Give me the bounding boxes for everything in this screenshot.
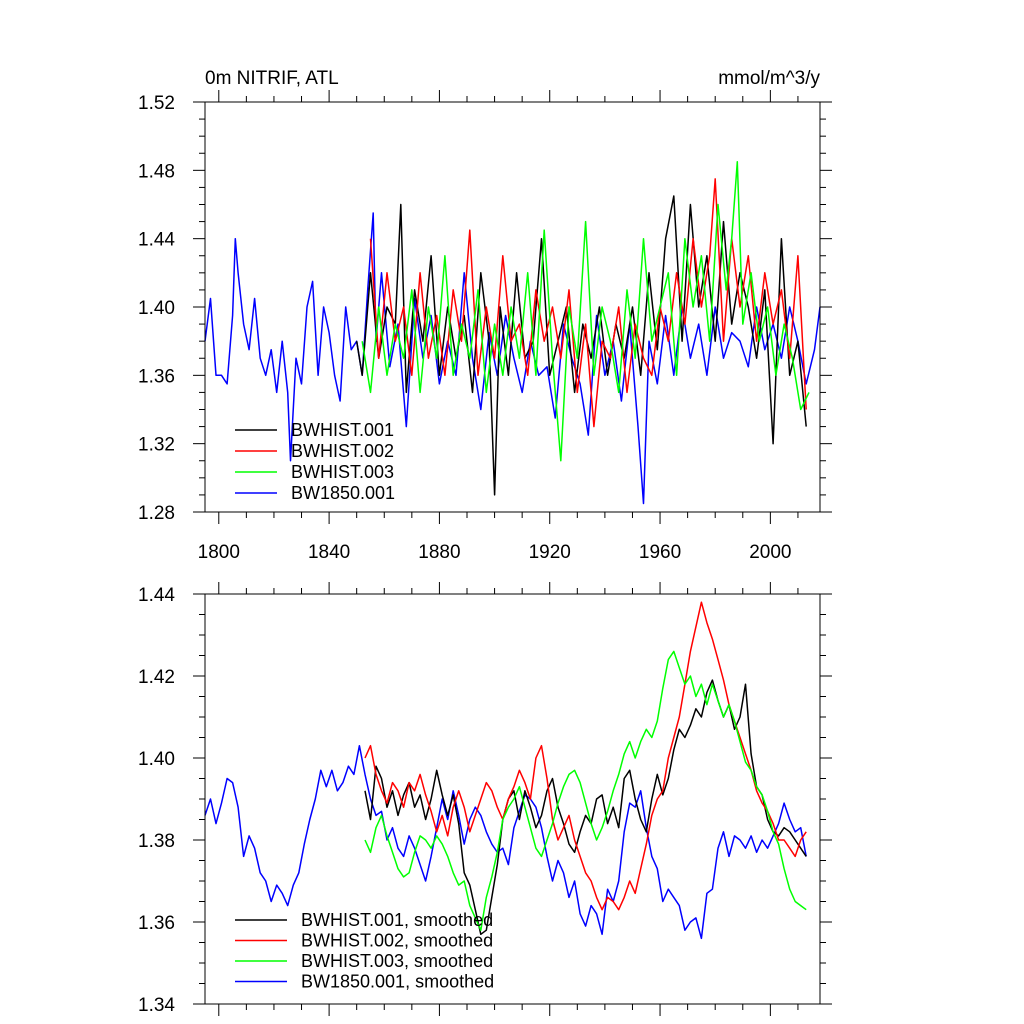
series-line-bw1850-001 <box>204 212 821 505</box>
top-panel-units: mmol/m^3/y <box>718 68 820 89</box>
bottom-panel: 1.34 1.36 1.38 1.40 1.42 1.44 BWHIST.001, smo… <box>138 582 832 1016</box>
legend-label-bw1850-001: BW1850.001 <box>291 483 395 503</box>
series-line-bw1850-001-smoothed <box>204 744 807 940</box>
top-ytick-label: 1.40 <box>138 298 175 319</box>
top-xtick-label: 1920 <box>529 542 571 563</box>
bottom-ytick-label: 1.34 <box>138 995 175 1016</box>
series-line-bwhist-002 <box>369 178 807 428</box>
top-panel: 0m NITRIF, ATL mmol/m^3/y 1.281.321.361.… <box>138 68 832 563</box>
bottom-ytick-label: 1.44 <box>138 585 175 606</box>
top-panel-frame <box>204 101 821 513</box>
legend-label-bwhist-003: BWHIST.003 <box>291 462 394 482</box>
bottom-ytick-label: 1.40 <box>138 749 175 770</box>
top-xtick-label: 1960 <box>639 542 681 563</box>
bottom-ytick-label: 1.36 <box>138 913 175 934</box>
bottom-ytick-label: 1.38 <box>138 831 175 852</box>
top-panel-series <box>204 161 821 505</box>
bottom-panel-ticks: 1.34 1.36 1.38 1.40 1.42 1.44 <box>138 582 832 1016</box>
series-line-bwhist-001-smoothed <box>364 679 807 936</box>
top-panel-ticks: 1.28 1.32 1.36 1.40 1.44 1.48 1.52 1800 1840 1880… <box>138 90 832 563</box>
top-ytick-label: 1.32 <box>138 435 175 456</box>
top-ytick-label: 1.28 <box>138 503 175 524</box>
bottom-ytick-label: 1.42 <box>138 667 175 688</box>
legend-label-bw1850-001-smoothed: BW1850.001, smoothed <box>301 972 494 992</box>
top-xtick-label: 1880 <box>418 542 460 563</box>
series-line-bwhist-003 <box>361 161 810 462</box>
legend-label-bwhist-002: BWHIST.002 <box>291 441 394 461</box>
top-panel-title: 0m NITRIF, ATL <box>205 68 339 89</box>
top-ytick-label: 1.52 <box>138 93 175 114</box>
legend-label-bwhist-001-smoothed: BWHIST.001, smoothed <box>301 910 493 930</box>
top-ytick-label: 1.36 <box>138 366 175 387</box>
top-ytick-label: 1.44 <box>138 230 175 251</box>
top-ytick-label: 1.48 <box>138 161 175 182</box>
top-xtick-label: 1840 <box>308 542 350 563</box>
bottom-panel-series <box>204 601 807 940</box>
legend-label-bwhist-002-smoothed: BWHIST.002, smoothed <box>301 931 493 951</box>
bottom-panel-frame <box>204 593 821 1005</box>
series-line-bwhist-003-smoothed <box>364 650 807 931</box>
top-xtick-label: 2000 <box>749 542 791 563</box>
series-line-bwhist-001 <box>355 195 807 496</box>
top-xtick-label: 1800 <box>198 542 240 563</box>
legend-label-bwhist-001: BWHIST.001 <box>291 420 394 440</box>
legend-label-bwhist-003-smoothed: BWHIST.003, smoothed <box>301 951 493 971</box>
